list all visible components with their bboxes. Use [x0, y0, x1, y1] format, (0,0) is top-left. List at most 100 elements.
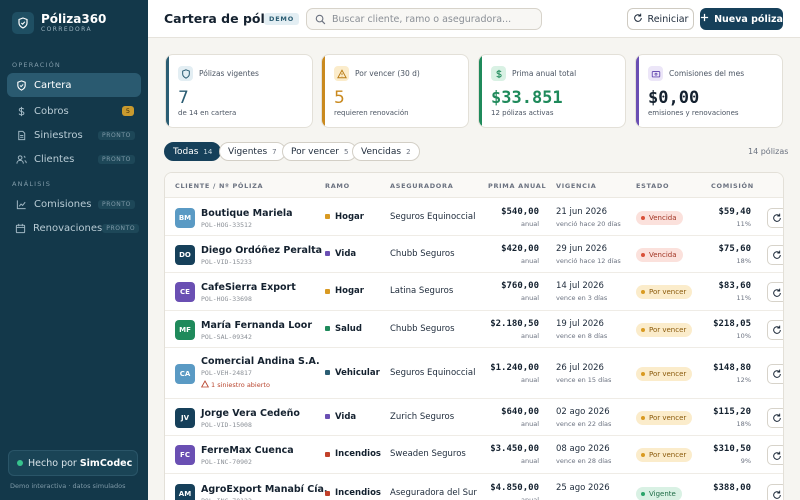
table-row[interactable]: CA Comercial Andina S.A. POL-VEH-24817 1 si… — [165, 348, 783, 399]
card-accent — [322, 55, 325, 127]
search-placeholder: Buscar cliente, ramo o aseguradora... — [332, 13, 512, 25]
coming-soon-tag: PRONTO — [98, 130, 135, 140]
renew-button[interactable] — [767, 484, 783, 500]
sidebar-item-label: Renovaciones — [33, 222, 103, 234]
search-input[interactable]: Buscar cliente, ramo o aseguradora... — [306, 8, 542, 30]
made-by-link[interactable]: Hecho por SimCodec — [8, 450, 138, 476]
card-subtext: de 14 en cartera — [178, 109, 237, 117]
table-row[interactable]: CE CafeSierra Export POL-HOG-33698 Hogar Lat… — [165, 273, 783, 311]
sidebar-item-cartera[interactable]: Cartera — [7, 73, 141, 97]
aseguradora: Seguros Equinoccial — [390, 211, 476, 222]
table-row[interactable]: FC FerreMax Cuenca POL-INC-70902 Incendios S… — [165, 436, 783, 474]
ramo-color-dot — [325, 490, 330, 496]
vigencia-date: 29 jun 2026 — [556, 243, 607, 254]
claim-warning: 1 siniestro abierto — [200, 380, 270, 389]
commission-amount: $75,60 — [718, 243, 751, 254]
sidebar-item-clientes[interactable]: Clientes PRONTO — [7, 147, 141, 171]
ramo-cell: Incendios — [325, 449, 381, 459]
renew-button[interactable] — [767, 407, 783, 428]
kpi-card-comisiones: Comisiones del mes $0,00 emisiones y ren… — [635, 54, 783, 128]
renew-button[interactable] — [767, 445, 783, 465]
card-label: Prima anual total — [512, 69, 577, 78]
client-name[interactable]: Diego Ordóñez Peralta — [201, 244, 323, 256]
sidebar-item-label: Clientes — [34, 153, 75, 165]
client-name[interactable]: Jorge Vera Cedeño — [201, 407, 300, 419]
brand[interactable]: Póliza360 CORREDORA — [12, 12, 106, 34]
chart-icon — [15, 198, 27, 210]
wallet-icon — [648, 66, 663, 81]
policy-number: POL-INC-70902 — [201, 458, 252, 466]
client-name[interactable]: AgroExport Manabí Cía. — [201, 484, 328, 495]
renew-button[interactable] — [767, 207, 783, 228]
column-header-estado[interactable]: ESTADO — [636, 182, 670, 190]
made-by-prefix: Hecho por — [28, 457, 77, 469]
ramo-color-dot — [325, 214, 330, 219]
commission-rate: 18% — [736, 256, 751, 265]
table-row[interactable]: AM AgroExport Manabí Cía. POL-INC-70123 Inc… — [165, 474, 783, 500]
table-row[interactable]: MF María Fernanda Loor POL-SAL-09342 Salud C… — [165, 311, 783, 348]
prima-period: anual — [520, 294, 539, 302]
client-name[interactable]: Boutique Mariela — [201, 207, 293, 219]
refresh-icon — [772, 364, 782, 383]
client-name[interactable]: FerreMax Cuenca — [201, 445, 294, 456]
column-header-ramo[interactable]: RAMO — [325, 182, 350, 190]
brand-name: Póliza360 — [41, 11, 107, 26]
card-value: 7 — [178, 88, 189, 108]
prima-period: anual — [520, 496, 539, 500]
refresh-icon — [772, 408, 782, 427]
vigencia-date: 08 ago 2026 — [556, 444, 610, 454]
cobros-count-badge: 5 — [121, 106, 134, 116]
column-header-aseguradora[interactable]: ASEGURADORA — [390, 182, 454, 190]
filter-vencidas[interactable]: Vencidas 2 — [352, 142, 420, 161]
column-header-comision[interactable]: COMISIÓN — [711, 182, 754, 190]
new-policy-button[interactable]: Nueva póliza — [700, 8, 783, 30]
ramo-color-dot — [325, 414, 330, 419]
demo-badge: DEMO — [264, 13, 300, 25]
status-badge: Vencida — [636, 210, 683, 225]
table-row[interactable]: DO Diego Ordóñez Peralta POL-VID-15233 Vida… — [165, 236, 783, 273]
commission-amount: $83,60 — [718, 281, 751, 291]
renew-button[interactable] — [767, 244, 783, 265]
renew-button[interactable] — [767, 319, 783, 340]
vigencia-date: 14 jul 2026 — [556, 281, 604, 291]
column-header-prima[interactable]: PRIMA ANUAL — [488, 182, 547, 190]
prima-amount: $2.180,50 — [490, 318, 539, 329]
policy-number: POL-HOG-33698 — [201, 295, 252, 303]
renew-button[interactable] — [767, 363, 783, 384]
filter-por-vencer[interactable]: Por vencer 5 — [282, 142, 358, 161]
status-label: Por vencer — [649, 288, 687, 296]
sidebar-item-comisiones[interactable]: Comisiones PRONTO — [7, 192, 141, 216]
table-header: CLIENTE / Nº PÓLIZA RAMO ASEGURADORA PRI… — [165, 173, 783, 198]
sidebar-item-renovaciones[interactable]: Renovaciones PRONTO — [7, 216, 141, 240]
client-name[interactable]: María Fernanda Loor — [201, 319, 313, 331]
avatar: AM — [175, 484, 195, 500]
document-icon — [15, 129, 27, 141]
card-value: 5 — [334, 88, 345, 108]
prima-period: anual — [520, 419, 539, 428]
status-dot — [641, 290, 645, 294]
prima-period: anual — [520, 256, 539, 265]
client-name[interactable]: CafeSierra Export — [201, 282, 296, 293]
coming-soon-tag: PRONTO — [102, 223, 140, 233]
sidebar-item-cobros[interactable]: Cobros 5 — [7, 99, 141, 123]
client-name[interactable]: Comercial Andina S.A. — [201, 356, 320, 367]
reset-button[interactable]: Reiniciar — [627, 8, 694, 30]
ramo-cell: Salud — [325, 324, 362, 334]
prima-period: anual — [520, 219, 539, 228]
filter-todas[interactable]: Todas 14 — [164, 142, 222, 161]
filter-vigentes[interactable]: Vigentes 7 — [219, 142, 286, 161]
column-header-cliente[interactable]: CLIENTE / Nº PÓLIZA — [175, 182, 264, 190]
reset-button-label: Reiniciar — [647, 13, 689, 25]
table-row[interactable]: JV Jorge Vera Cedeño POL-VID-15008 Vida Zuri… — [165, 399, 783, 436]
table-row[interactable]: BM Boutique Mariela POL-HOG-33512 Hogar Segu… — [165, 199, 783, 236]
vigencia-remaining: vence en 28 días — [556, 457, 612, 465]
renew-button[interactable] — [767, 282, 783, 302]
kpi-card-por-vencer: Por vencer (30 d) 5 requieren renovación — [321, 54, 469, 128]
section-analisis: ANÁLISIS — [12, 180, 52, 188]
policy-count: 14 pólizas — [748, 147, 789, 156]
commission-rate: 10% — [736, 331, 751, 340]
sidebar: Póliza360 CORREDORA OPERACIÓN Cartera Co… — [0, 0, 148, 500]
kpi-card-prima: Prima anual total $33.851 12 pólizas act… — [478, 54, 626, 128]
sidebar-item-siniestros[interactable]: Siniestros PRONTO — [7, 123, 141, 147]
column-header-vigencia[interactable]: VIGENCIA — [556, 182, 597, 190]
